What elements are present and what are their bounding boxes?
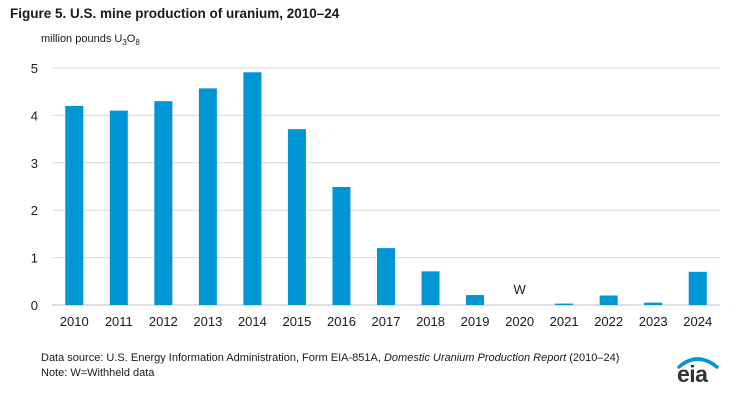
eia-logo-text: eia [677, 361, 708, 387]
withheld-note: Note: W=Withheld data [41, 367, 155, 379]
bar [198, 88, 217, 305]
x-tick-label: 2021 [550, 314, 579, 329]
bar [688, 271, 707, 305]
chart-title: Figure 5. U.S. mine production of uraniu… [10, 6, 340, 21]
x-tick-label: 2018 [416, 314, 445, 329]
x-tick-label: 2019 [461, 314, 490, 329]
y-tick-label: 5 [31, 61, 38, 76]
y-tick-label: 2 [31, 203, 38, 218]
x-tick-label: 2020 [505, 314, 534, 329]
bar [421, 271, 440, 305]
bar [555, 303, 574, 305]
y-tick-label: 0 [31, 298, 38, 313]
eia-logo: eia [667, 355, 725, 391]
x-tick-label: 2023 [639, 314, 668, 329]
bar [377, 248, 395, 305]
bar [65, 105, 84, 305]
y-tick-label: 1 [31, 251, 38, 266]
bar [644, 302, 663, 305]
bar [466, 295, 485, 305]
x-tick-label: 2016 [327, 314, 356, 329]
x-tick-label: 2015 [282, 314, 311, 329]
bar [109, 110, 128, 305]
x-tick-label: 2024 [683, 314, 712, 329]
x-tick-label: 2013 [193, 314, 222, 329]
x-tick-label: 2010 [60, 314, 89, 329]
withheld-label: W [513, 282, 526, 297]
x-tick-label: 2012 [149, 314, 178, 329]
data-source-note: Data source: U.S. Energy Information Adm… [41, 352, 620, 364]
bar [243, 72, 262, 306]
x-tick-label: 2022 [594, 314, 623, 329]
bar-chart: 0 1 2 3 4 5 2010 2011 2012 2013 2014 2015 2016 2017 20… [31, 61, 720, 329]
bar [287, 129, 306, 305]
bar [332, 186, 351, 305]
x-tick-label: 2014 [238, 314, 267, 329]
bar [154, 101, 173, 306]
x-tick-label: 2017 [372, 314, 401, 329]
bar [599, 295, 618, 305]
x-tick-label: 2011 [105, 314, 133, 329]
y-tick-label: 4 [31, 108, 38, 123]
y-axis-unit-label: million pounds U3O8 [41, 33, 140, 48]
y-tick-label: 3 [31, 156, 38, 171]
